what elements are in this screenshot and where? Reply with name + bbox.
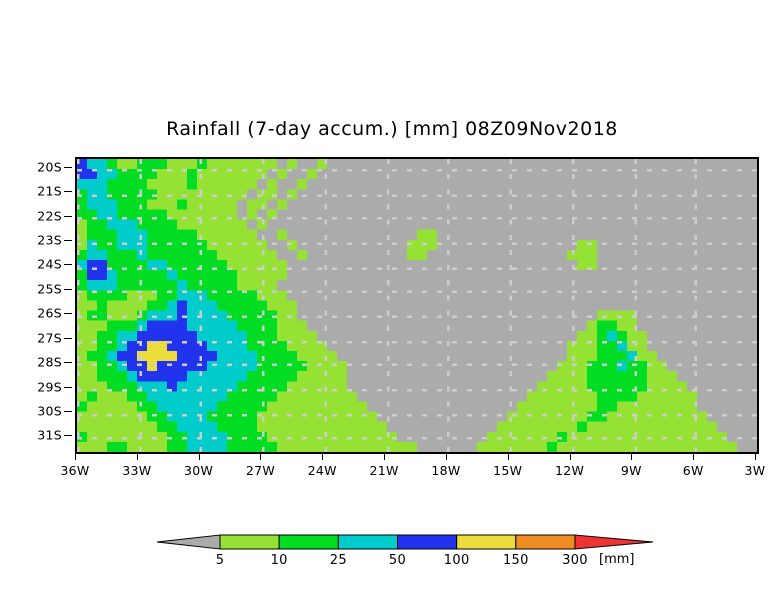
x-axis-tick-label: 18W [431,463,461,478]
colorbar-tick-label: 5 [215,553,225,568]
y-axis-tick-label: 29S [37,379,62,395]
colorbar-unit-label: [mm] [599,552,635,567]
x-axis-tick-mark [136,452,138,460]
y-axis-tick-label: 24S [37,256,62,272]
y-axis-tick-mark [64,288,72,290]
y-axis-tick-mark [64,264,72,266]
colorbar: [mm] 5 10 25 50 100 150 300 [155,530,655,578]
y-axis-tick-mark [64,313,72,315]
colorbar-segment [278,534,339,550]
y-axis-tick-label: 27S [37,330,62,346]
y-axis-tick-mark [64,362,72,364]
x-axis-tick-label: 21W [369,463,399,478]
x-axis-tick-label: 27W [245,463,276,478]
y-axis-tick-label: 20S [37,159,62,175]
x-axis-tick-label: 33W [122,463,152,478]
y-axis-tick-mark [64,240,72,242]
y-axis-tick-label: 23S [37,232,62,248]
rainfall-field [77,159,757,452]
y-axis-tick-mark [64,386,72,388]
x-axis-tick-mark [384,452,386,460]
y-axis-tick-label: 31S [37,427,62,443]
colorbar-segment [397,534,458,550]
y-axis-tick-label: 26S [37,305,62,321]
x-axis-tick-label: 24W [307,463,337,478]
y-axis-tick-mark [64,337,72,339]
colorbar-segment [456,534,517,550]
page-title: Rainfall (7-day accum.) [mm] 08Z09Nov201… [166,118,618,140]
y-axis-tick-mark [64,191,72,193]
colorbar-segment [219,534,280,550]
colorbar-segment [337,534,398,550]
y-axis-tick-mark [64,435,72,437]
colorbar-tick-label: 10 [270,553,288,568]
x-axis-tick-label: 36W [60,463,90,478]
x-axis-tick-mark [322,452,324,460]
x-axis-tick-mark [755,452,756,460]
x-axis-tick-mark [260,452,262,460]
x-axis-tick-label: 30W [184,463,214,478]
x-axis-tick-mark [693,452,695,460]
y-axis: 20S 21S 22S 23S 24S 25S 26S 27S 28S 29S 30S 31S [0,157,72,450]
colorbar-tick-label: 25 [329,553,347,568]
x-axis: 36W 33W 30W 27W 24W 21W 18W 15W 12W 9W 6W 3W [60,452,765,482]
x-axis-tick-label: 3W [744,463,766,478]
colorbar-under-arrow [156,534,221,550]
x-axis-tick-mark [631,452,633,460]
x-axis-tick-mark [75,452,76,460]
y-axis-tick-mark [64,166,72,168]
y-axis-tick-label: 21S [37,183,62,199]
x-axis-tick-label: 15W [493,463,523,478]
x-axis-tick-label: 12W [554,463,585,478]
x-axis-tick-label: 9W [620,463,642,478]
colorbar-tick-label: 100 [443,553,470,568]
colorbar-tick-label: 300 [562,553,588,568]
plot-area [75,157,759,454]
y-axis-tick-label: 25S [37,281,62,297]
colorbar-tick-label: 50 [388,553,407,568]
x-axis-tick-mark [507,452,509,460]
colorbar-tick-label: 150 [502,553,529,568]
y-axis-tick-label: 28S [37,354,62,370]
x-axis-tick-mark [569,452,571,460]
colorbar-swatches [156,534,654,550]
x-axis-tick-mark [445,452,447,460]
x-axis-tick-mark [198,452,200,460]
x-axis-tick-label: 6W [682,463,704,478]
y-axis-tick-mark [64,215,72,217]
y-axis-tick-mark [64,410,72,412]
y-axis-tick-label: 22S [37,208,62,224]
y-axis-tick-label: 30S [37,403,62,419]
colorbar-over-arrow [574,534,654,550]
colorbar-segment [515,534,576,550]
